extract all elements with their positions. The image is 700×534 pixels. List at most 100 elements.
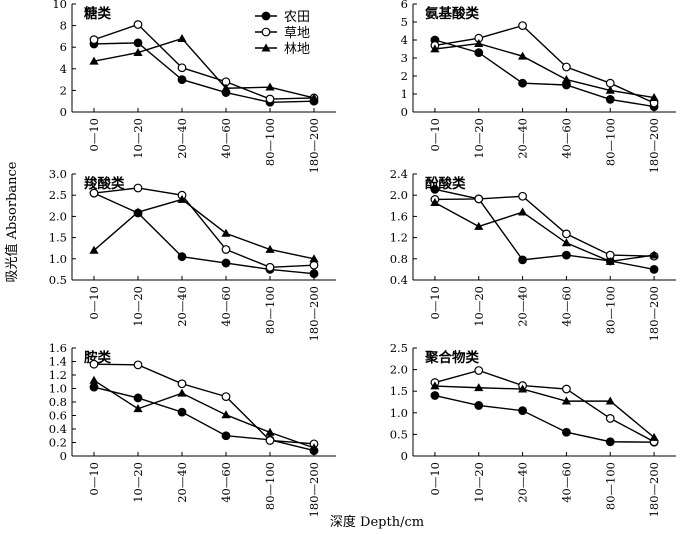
y-tick-label: 4 bbox=[401, 33, 408, 47]
y-tick-label: 2.0 bbox=[49, 209, 67, 223]
y-tick-label: 6 bbox=[401, 0, 408, 11]
series-3 bbox=[430, 198, 659, 265]
x-tick-label: 80—100 bbox=[603, 118, 617, 166]
x-tick-label: 80—100 bbox=[263, 118, 277, 166]
data-point bbox=[474, 383, 484, 392]
x-tick-label: 180—200 bbox=[647, 286, 661, 341]
x-tick-label: 10—20 bbox=[472, 462, 486, 503]
x-tick-label: 10—20 bbox=[472, 118, 486, 159]
series-line bbox=[93, 379, 315, 449]
data-point bbox=[133, 393, 143, 403]
data-point bbox=[518, 78, 527, 88]
x-tick-label: 20—40 bbox=[516, 118, 530, 159]
x-tick-label: 40—60 bbox=[559, 118, 573, 159]
y-tick-label: 1.6 bbox=[390, 209, 408, 223]
y-tick-label: 1.0 bbox=[390, 406, 408, 420]
data-point bbox=[265, 244, 275, 253]
series-line bbox=[434, 195, 655, 257]
series-2 bbox=[89, 359, 319, 449]
y-tick-label: 3.0 bbox=[49, 167, 67, 181]
y-tick-label: 5 bbox=[401, 15, 408, 29]
data-point bbox=[562, 62, 571, 72]
series-2 bbox=[430, 366, 659, 447]
x-tick-label: 180—200 bbox=[307, 462, 321, 517]
y-tick-label: 1.5 bbox=[390, 384, 408, 398]
x-tick-label: 40—60 bbox=[219, 118, 233, 159]
y-tick-label: 3 bbox=[401, 51, 408, 65]
x-tick-label: 0—10 bbox=[428, 118, 442, 151]
y-tick-label: 1.6 bbox=[49, 341, 67, 355]
panel-title: 聚合物类 bbox=[424, 349, 479, 366]
data-point bbox=[89, 245, 99, 254]
data-point bbox=[89, 359, 99, 369]
legend-item-farmland: 农田 bbox=[255, 10, 310, 25]
data-point bbox=[518, 21, 527, 31]
data-point bbox=[474, 39, 484, 47]
data-point bbox=[605, 437, 615, 447]
y-axis-label: 吸光值 Absorbance bbox=[4, 161, 20, 282]
data-point bbox=[605, 85, 615, 94]
y-tick-label: 0.4 bbox=[390, 273, 408, 287]
data-point bbox=[177, 33, 187, 42]
panel-title: 糖类 bbox=[84, 5, 111, 22]
series-1 bbox=[430, 391, 659, 447]
x-tick-label: 80—100 bbox=[263, 462, 277, 510]
series-line bbox=[93, 192, 315, 275]
series-line bbox=[93, 42, 315, 103]
y-tick-label: 0.2 bbox=[49, 436, 67, 450]
data-point bbox=[518, 255, 527, 265]
data-point bbox=[605, 414, 615, 423]
data-point bbox=[133, 38, 143, 48]
x-tick-label: 180—200 bbox=[647, 462, 661, 517]
data-point bbox=[133, 183, 143, 193]
series-line bbox=[93, 37, 315, 99]
series-2 bbox=[430, 21, 659, 108]
y-tick-label: 1.2 bbox=[390, 231, 408, 245]
legend-label-forest: 林地 bbox=[284, 42, 310, 57]
data-point bbox=[177, 407, 187, 417]
x-tick-label: 180—200 bbox=[307, 118, 321, 173]
y-tick-label: 0.8 bbox=[390, 252, 408, 266]
y-tick-label: 2 bbox=[60, 83, 67, 97]
data-point bbox=[265, 436, 275, 445]
data-point bbox=[474, 401, 484, 410]
data-point bbox=[649, 265, 659, 274]
data-point bbox=[265, 262, 275, 272]
data-point bbox=[221, 228, 231, 237]
data-point bbox=[474, 221, 484, 230]
x-tick-label: 0—10 bbox=[428, 462, 442, 495]
data-point bbox=[649, 93, 659, 101]
series-line bbox=[434, 202, 655, 263]
data-point bbox=[309, 269, 319, 279]
data-point bbox=[430, 184, 440, 194]
data-point bbox=[605, 94, 615, 104]
x-tick-label: 20—40 bbox=[175, 286, 189, 327]
data-point bbox=[265, 82, 275, 91]
series-line bbox=[434, 39, 655, 108]
data-point bbox=[221, 245, 231, 254]
series-line bbox=[434, 385, 655, 438]
data-point bbox=[133, 404, 143, 413]
series-line bbox=[434, 369, 655, 443]
series-1 bbox=[89, 382, 319, 456]
x-tick-label: 10—20 bbox=[131, 118, 145, 159]
data-point bbox=[561, 238, 572, 247]
series-3 bbox=[89, 375, 319, 452]
legend: 农田 草地 林地 bbox=[255, 10, 310, 57]
data-point bbox=[562, 229, 571, 239]
data-point bbox=[309, 254, 319, 263]
data-point bbox=[562, 384, 571, 394]
data-point bbox=[133, 360, 143, 370]
x-tick-label: 0—10 bbox=[87, 286, 101, 319]
y-tick-label: 0.6 bbox=[49, 409, 67, 423]
chart-panel-1: 0 2 4 6 8 10 0—10 10—20 20—40 40—60 80—100 180—200 糖… bbox=[52, 0, 336, 173]
data-point bbox=[561, 75, 572, 83]
data-point bbox=[89, 35, 99, 45]
y-tick-label: 1.0 bbox=[49, 252, 67, 266]
data-point bbox=[562, 250, 571, 260]
y-tick-label: 1 bbox=[401, 87, 408, 101]
x-tick-label: 80—100 bbox=[603, 286, 617, 334]
series-3 bbox=[89, 33, 319, 102]
y-tick-label: 8 bbox=[60, 19, 67, 33]
x-tick-label: 10—20 bbox=[131, 286, 145, 327]
